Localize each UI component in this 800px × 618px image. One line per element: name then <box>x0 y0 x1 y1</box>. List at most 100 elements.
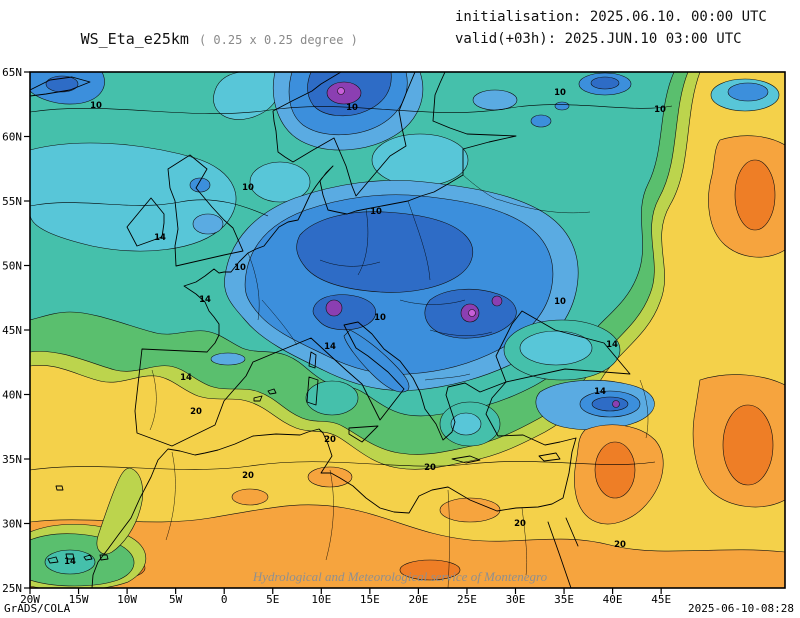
contour-label: 14 <box>606 340 618 350</box>
lon-tick-label: 35E <box>554 593 574 606</box>
lon-tick-label: 5E <box>266 593 279 606</box>
band-orange-north-africa <box>30 504 785 588</box>
cool-morocco-coast <box>96 467 143 555</box>
temp-patch-blue-england <box>192 213 224 235</box>
contour-label: 20 <box>424 463 436 473</box>
lon-tick-label: 40E <box>603 593 623 606</box>
lat-tick-label: 55N <box>2 195 22 208</box>
temp-patch-blue-ne-corner <box>727 82 769 102</box>
lat-tick-label: 30N <box>2 518 22 531</box>
cold-core-germany-poland <box>296 211 474 293</box>
contour-label: 10 <box>242 183 254 193</box>
temp-patch-blue-scotland <box>189 177 211 193</box>
country-borders <box>149 174 649 588</box>
lon-axis: 20W 15W 10W 5W 0 5E 10E 15E 20E 25E 30E 35E 40E 45E <box>20 588 671 606</box>
contour-labels: 10 10 10 10 10 14 10 10 14 10 14 10 14 14 20 20 14 20 20 20… <box>64 88 666 567</box>
contour-label: 14 <box>180 373 192 383</box>
lon-tick-label: 45E <box>651 593 671 606</box>
cold-min-alps <box>325 299 343 317</box>
contour-label: 14 <box>154 233 166 243</box>
contour-label: 20 <box>514 519 526 529</box>
lat-tick-label: 65N <box>2 66 22 79</box>
warm-spot-tunisia <box>307 466 353 488</box>
contour-label: 10 <box>370 207 382 217</box>
contour-label: 14 <box>594 387 606 397</box>
temp-patch-cyan-atlantic <box>30 142 237 252</box>
temp-patch-cyan-north-sea <box>249 161 311 203</box>
cold-core-anatolia <box>591 396 629 412</box>
coastline-mediterranean <box>91 321 577 588</box>
lat-tick-label: 60N <box>2 131 22 144</box>
coastline-black-sea <box>495 310 631 383</box>
cold-min-dot <box>337 87 345 95</box>
warm-core-levant <box>594 441 636 499</box>
warm-spot-algeria <box>231 488 269 506</box>
contour-label: 10 <box>374 313 386 323</box>
header-right: initialisation: 2025.06.10. 00:00 UTC va… <box>455 6 767 50</box>
lon-tick-label: 25E <box>457 593 477 606</box>
model-resolution: ( 0.25 x 0.25 degree ) <box>198 33 358 47</box>
cool-canary-teal <box>44 549 96 575</box>
contour-line <box>30 199 269 217</box>
temp-patch-aegean-cyan <box>450 412 482 436</box>
grads-credit: GrADS/COLA <box>4 602 71 615</box>
contour-label: 10 <box>90 101 102 111</box>
cold-min-dot <box>468 309 476 317</box>
contour-label: 10 <box>654 105 666 115</box>
temp-patch-tyrrhenian <box>305 380 359 416</box>
warm-core-sahara-central <box>399 559 461 581</box>
contour-label: 10 <box>554 88 566 98</box>
contour-label: 10 <box>346 103 358 113</box>
temperature-field <box>30 72 785 588</box>
lat-tick-label: 35N <box>2 453 22 466</box>
lake-onega-patch <box>554 101 570 111</box>
coastline-iceland-corner <box>30 76 91 97</box>
temp-patch-blue-finland <box>472 89 518 111</box>
coastline-islands <box>47 351 561 564</box>
warm-spot-libya <box>439 497 501 523</box>
lon-tick-label: 0 <box>221 593 228 606</box>
lat-tick-label: 45N <box>2 324 22 337</box>
contour-label: 20 <box>190 407 202 417</box>
init-time: initialisation: 2025.06.10. 00:00 UTC <box>455 9 767 25</box>
contour-line <box>30 104 673 114</box>
creation-timestamp: 2025-06-10-08:28 <box>688 602 794 615</box>
temp-patch-darkblue-nw <box>45 75 79 93</box>
model-name: WS_Eta_e25km <box>80 30 189 48</box>
lon-tick-label: 30E <box>506 593 526 606</box>
lat-tick-label: 40N <box>2 389 22 402</box>
watermark-text: Hydrological and Meteorological service … <box>252 569 548 584</box>
contour-label: 10 <box>554 297 566 307</box>
temp-patch-darkblue-ne <box>590 76 620 90</box>
coastline-ireland <box>126 197 165 247</box>
contour-label: 20 <box>242 471 254 481</box>
contour-label: 20 <box>614 540 626 550</box>
warm-core-east-b <box>722 404 774 486</box>
valid-time: valid(+03h): 2025.JUN.10 03:00 UTC <box>455 31 742 47</box>
lon-tick-label: 20W <box>20 593 40 606</box>
cold-min-carpathians <box>491 295 503 307</box>
warm-core-east-a <box>734 159 776 231</box>
temp-patch-blue-pyrenees <box>210 352 246 366</box>
contour-label: 14 <box>199 295 211 305</box>
lon-tick-label: 10E <box>311 593 331 606</box>
lon-tick-label: 20E <box>408 593 428 606</box>
contour-label: 20 <box>324 435 336 445</box>
lat-axis: 65N 60N 55N 50N 45N 40N 35N 30N 25N <box>2 66 30 595</box>
coastline-red-sea <box>547 517 579 588</box>
coastline-atlantic-baltic <box>183 72 517 353</box>
lon-tick-label: 5W <box>169 593 183 606</box>
temp-patch-black-sea-cyan <box>519 330 593 366</box>
lon-tick-label: 10W <box>117 593 137 606</box>
lon-tick-label: 15W <box>69 593 89 606</box>
contour-label: 10 <box>234 263 246 273</box>
contour-line <box>30 461 656 471</box>
contour-label: 14 <box>324 342 336 352</box>
lon-tick-label: 15E <box>360 593 380 606</box>
lat-tick-label: 25N <box>2 582 22 595</box>
cold-min-anatolia <box>612 400 620 408</box>
lat-tick-label: 50N <box>2 260 22 273</box>
lake-ladoga-patch <box>530 114 552 128</box>
